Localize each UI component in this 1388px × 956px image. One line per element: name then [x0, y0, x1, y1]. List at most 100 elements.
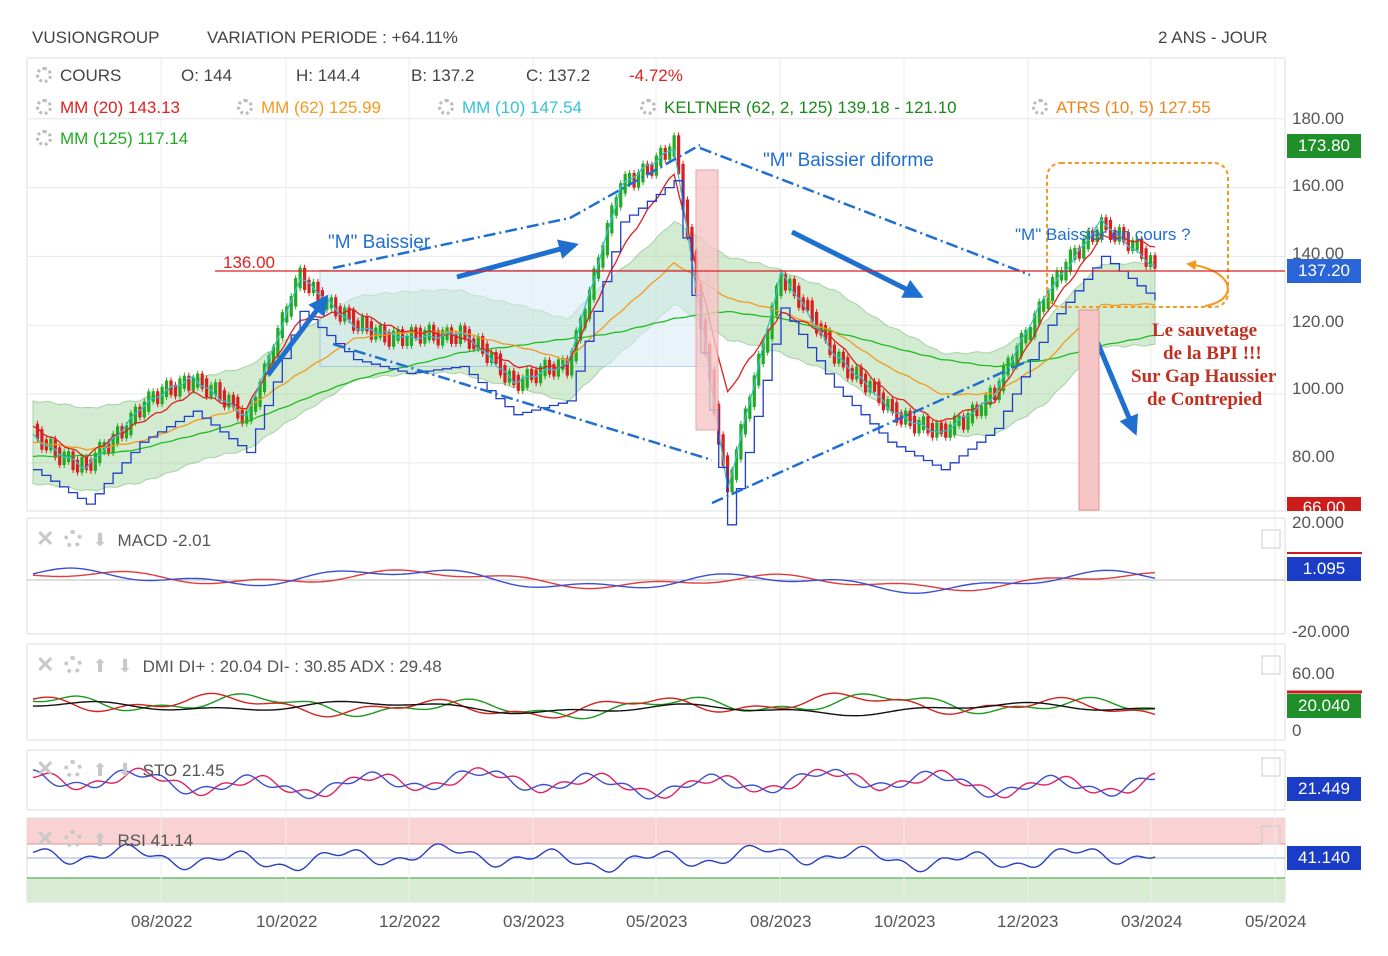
- close-icon[interactable]: ✕: [36, 526, 55, 551]
- candle-body: [815, 311, 819, 334]
- candle-body: [240, 408, 244, 424]
- candle-body: [178, 378, 182, 397]
- gear-icon[interactable]: [438, 99, 454, 115]
- gear-icon[interactable]: [64, 830, 83, 848]
- arrow-down-icon[interactable]: ⬇: [117, 656, 133, 676]
- annotation-note-3: Sur Gap Haussier: [1131, 366, 1277, 387]
- candle-body: [142, 401, 146, 418]
- gear-icon[interactable]: [64, 656, 83, 674]
- legend-mm62[interactable]: MM (62) 125.99: [237, 98, 381, 118]
- candle-body: [458, 325, 463, 345]
- candle-body: [872, 380, 877, 392]
- candle-body: [467, 329, 471, 349]
- candle-body: [850, 367, 854, 380]
- candle-body: [766, 328, 770, 353]
- gear-icon[interactable]: [64, 760, 83, 778]
- candle-body: [587, 289, 592, 320]
- candle-body: [1050, 277, 1055, 302]
- legend-open: O: 144: [181, 66, 233, 85]
- gear-icon[interactable]: [36, 130, 52, 146]
- gear-icon[interactable]: [1032, 99, 1048, 115]
- sto-d-line: [32, 768, 1156, 800]
- candle-body: [387, 332, 391, 347]
- candle-body: [191, 377, 195, 391]
- close-icon[interactable]: ✕: [36, 826, 55, 851]
- candle-body: [1010, 356, 1015, 369]
- arrow-up-icon[interactable]: ⬆: [92, 830, 108, 850]
- macd-tag: 1.095: [1287, 557, 1361, 581]
- candle-body: [877, 381, 881, 403]
- candle-body: [730, 469, 734, 493]
- candle-body: [44, 439, 48, 451]
- candle-body: [779, 274, 783, 297]
- legend-high: H: 144.4: [296, 66, 361, 85]
- legend-cours[interactable]: COURS: [36, 66, 121, 86]
- arrow-down-icon[interactable]: ⬇: [117, 760, 133, 780]
- gear-icon[interactable]: [640, 99, 656, 115]
- candle-body: [392, 330, 396, 347]
- candle-body: [525, 368, 529, 388]
- legend-mm125[interactable]: MM (125) 117.14: [36, 129, 188, 149]
- series-mm20: [32, 172, 1156, 459]
- close-icon[interactable]: ✕: [36, 652, 55, 677]
- period-selector[interactable]: 2 ANS - JOUR: [1158, 28, 1268, 47]
- candle-body: [552, 364, 556, 377]
- candle-body: [53, 438, 57, 458]
- candle-body: [1153, 255, 1157, 269]
- candle-body: [966, 412, 970, 430]
- candle-body: [489, 352, 494, 363]
- candle-body: [302, 267, 307, 290]
- price-tick: 160.00: [1292, 176, 1344, 195]
- legend-low: B: 137.2: [411, 66, 475, 85]
- candle-body: [254, 396, 258, 412]
- legend-mm20[interactable]: MM (20) 143.13: [36, 98, 180, 118]
- candle-body: [374, 327, 378, 340]
- candle-body: [926, 416, 930, 434]
- legend-atrs[interactable]: ATRS (10, 5) 127.55: [1032, 98, 1211, 118]
- arrow-up-icon[interactable]: ⬆: [92, 656, 108, 676]
- gear-icon[interactable]: [36, 67, 52, 83]
- candle-body: [351, 309, 356, 331]
- candle-body: [1095, 229, 1099, 242]
- candle-body: [628, 173, 632, 185]
- candle-body: [343, 307, 347, 322]
- candle-body: [418, 327, 422, 344]
- candle-body: [378, 324, 382, 338]
- x-tick: 03/2023: [503, 912, 565, 931]
- candle-body: [601, 245, 605, 268]
- x-tick: 10/2022: [256, 912, 318, 931]
- candle-body: [774, 285, 779, 316]
- panel-toggle-box: [1261, 655, 1281, 675]
- x-tick: 12/2023: [997, 912, 1059, 931]
- candle-body: [521, 377, 525, 391]
- x-tick: 03/2024: [1121, 912, 1183, 931]
- legend-keltner[interactable]: KELTNER (62, 2, 125) 139.18 - 121.10: [640, 98, 957, 118]
- price-tick: 80.00: [1292, 447, 1335, 466]
- candle-body: [196, 373, 200, 388]
- x-tick: 10/2023: [874, 912, 936, 931]
- candle-body: [939, 422, 943, 434]
- candle-body: [107, 442, 111, 454]
- candle-body: [347, 307, 351, 321]
- legend-mm10[interactable]: MM (10) 147.54: [438, 98, 582, 118]
- annotation-m2: "M" Baissier diforme: [763, 150, 934, 171]
- close-icon[interactable]: ✕: [36, 756, 55, 781]
- candle-body: [271, 346, 276, 366]
- candle-body: [1104, 217, 1108, 231]
- gear-icon[interactable]: [36, 99, 52, 115]
- price-tick: 120.00: [1292, 312, 1344, 331]
- candle-body: [138, 406, 142, 418]
- candle-body: [84, 456, 89, 471]
- gear-icon[interactable]: [64, 530, 83, 548]
- candle-body: [1019, 332, 1024, 357]
- candle-body: [298, 267, 302, 289]
- candle-body: [1015, 346, 1019, 367]
- candle-body: [743, 408, 747, 435]
- candle-body: [365, 316, 369, 332]
- gear-icon[interactable]: [237, 99, 253, 115]
- arrow-down-icon[interactable]: ⬇: [92, 530, 108, 550]
- arrow-up-icon[interactable]: ⬆: [92, 760, 108, 780]
- candle-body: [1006, 357, 1010, 376]
- candle-body: [748, 396, 752, 419]
